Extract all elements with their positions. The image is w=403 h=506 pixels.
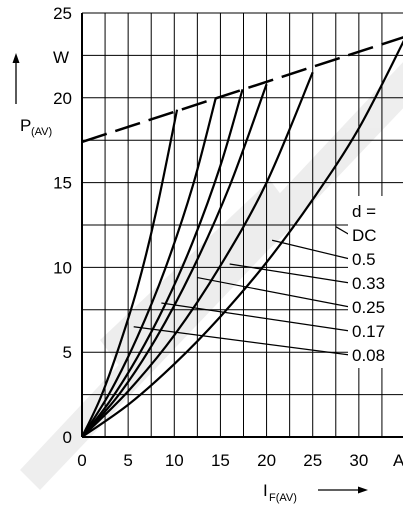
x-axis-label: I [263,481,268,500]
leader-line [271,239,351,260]
x-unit-label: A [393,451,403,470]
y-axis-label-sub: (AV) [31,126,52,138]
series-line-dc [81,39,403,438]
label-backdrop [348,196,403,368]
leader-line [133,326,351,356]
series-line-0-33 [81,83,268,438]
leader-line [335,226,351,236]
series-line-0-17 [81,97,217,438]
leader-line [229,263,351,284]
y-tick-label: 0 [63,428,72,447]
duty-label: 0.5 [352,250,376,269]
x-tick-label: 30 [349,451,368,470]
duty-label: 0.17 [352,322,385,341]
x-arrow-icon [318,486,368,494]
axes [81,13,403,438]
duty-label: 0.25 [352,298,385,317]
series-layer [81,39,403,438]
series-line-0-25 [81,89,244,438]
leader-line [197,276,351,308]
duty-label: DC [352,226,377,245]
duty-label: 0.08 [352,346,385,365]
y-tick-label: 25 [53,4,72,23]
limit-line [81,36,403,144]
y-tick-label: 10 [53,258,72,277]
leader-line [161,302,351,332]
x-tick-label: 10 [165,451,184,470]
x-tick-label: 0 [77,451,86,470]
series-line-0-5 [81,71,314,438]
x-tick-label: 15 [211,451,230,470]
y-tick-label: 15 [53,174,72,193]
x-tick-label: 25 [303,451,322,470]
y-tick-label: 20 [53,89,72,108]
x-axis-label-sub: F(AV) [269,492,297,504]
watermark [20,62,403,490]
y-tick-labels: 0 5 10 15 20 25 [53,4,72,447]
x-tick-label: 20 [257,451,276,470]
duty-label: 0.33 [352,274,385,293]
legend-title: d = [352,202,376,221]
y-tick-label: 5 [63,343,72,362]
limit-layer [81,36,403,144]
x-tick-label: 5 [123,451,132,470]
y-arrow-icon [12,53,20,104]
series-line-0-08 [81,109,179,438]
y-unit-label: W [53,48,69,67]
x-tick-labels: 0 5 10 15 20 25 30 [77,451,368,470]
y-axis-label: P [20,116,31,135]
duty-labels: DC 0.5 0.33 0.25 0.17 0.08 [352,226,385,365]
label-leaders [133,226,351,356]
